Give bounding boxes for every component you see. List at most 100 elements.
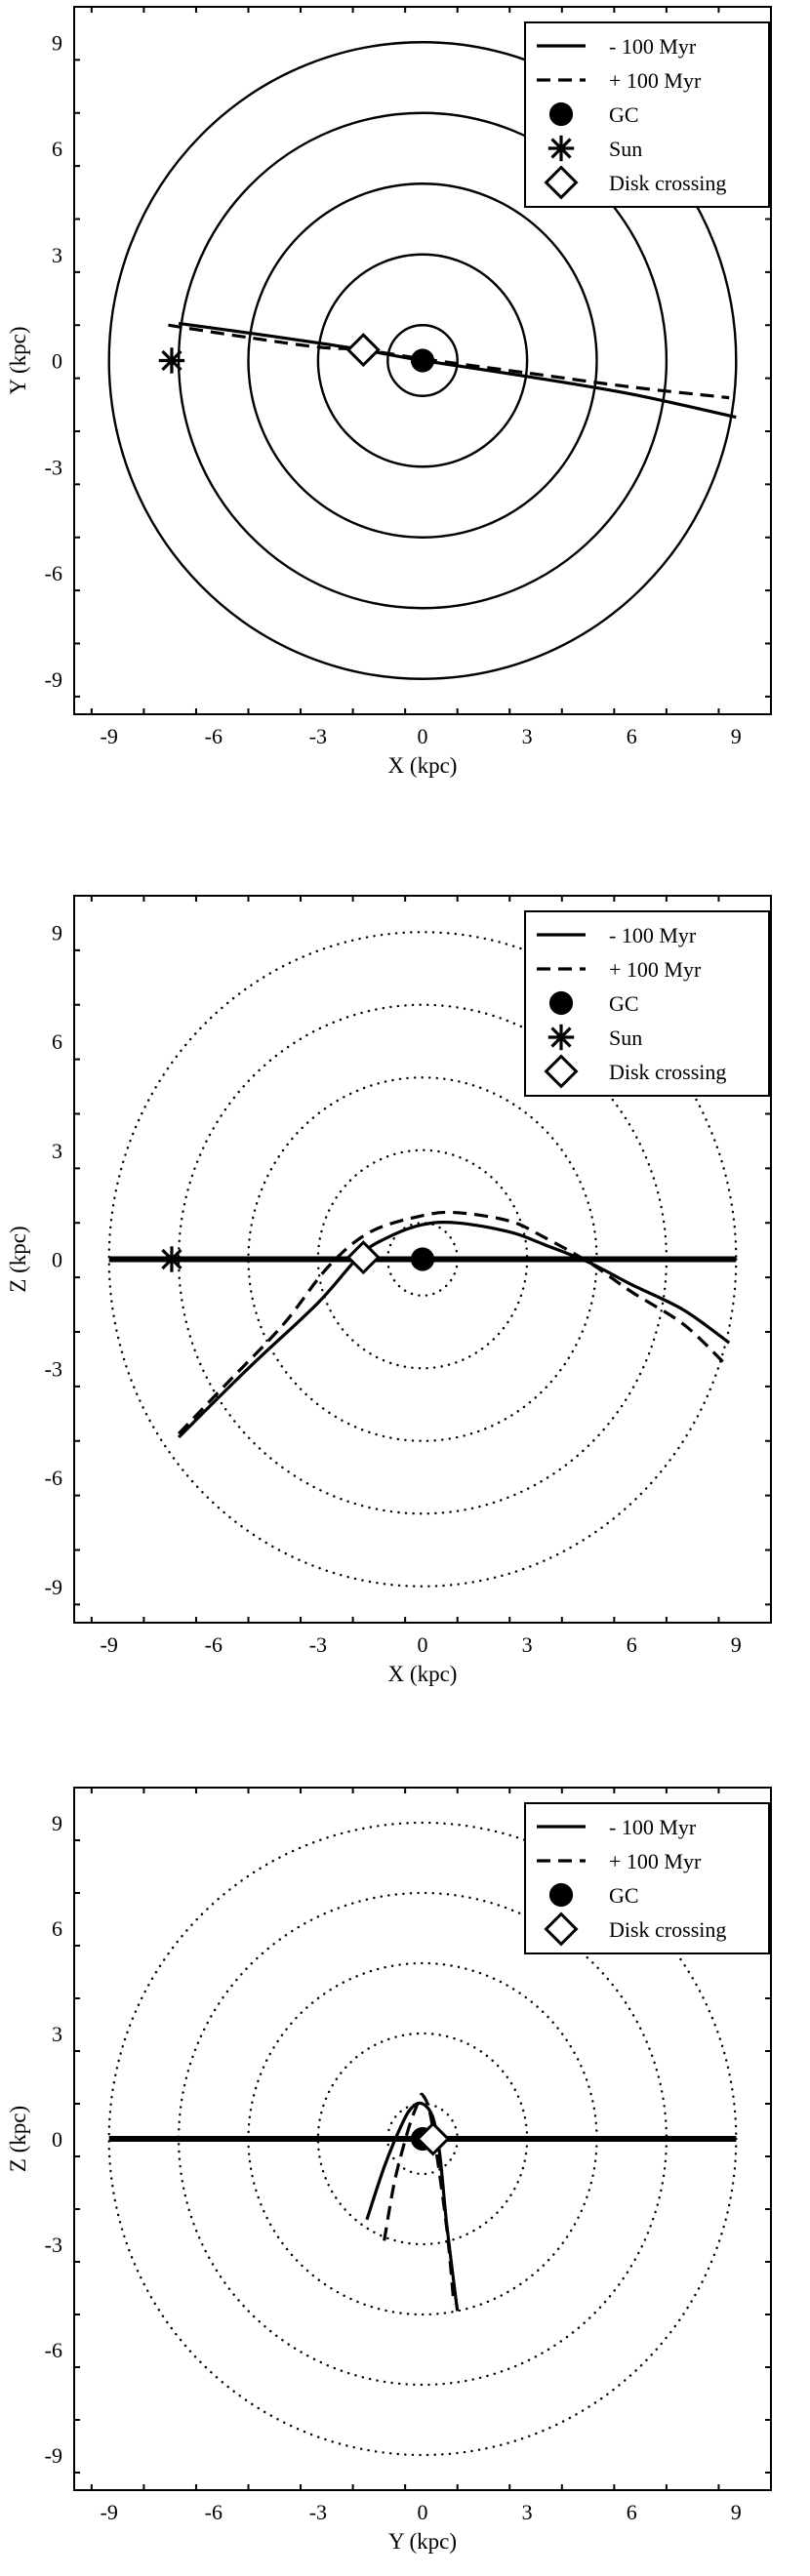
series-plus-100-myr [177, 1210, 727, 1435]
sun-asterisk-stroke [550, 1026, 572, 1048]
gc-marker [410, 348, 435, 373]
x-tick-label: -9 [101, 724, 118, 748]
y-tick-label: -3 [45, 2233, 62, 2257]
legend-label: - 100 Myr [609, 923, 697, 947]
legend-symbol-circle [548, 1882, 574, 1908]
legend-label: Sun [609, 137, 642, 161]
sun-marker [158, 1246, 185, 1272]
y-tick-label: -9 [45, 1575, 62, 1599]
legend-label: + 100 Myr [609, 957, 702, 982]
legend-label: Disk crossing [609, 1060, 726, 1084]
series-minus-100-myr [177, 1221, 731, 1439]
legend-label: Disk crossing [609, 171, 726, 195]
x-tick-label: 0 [418, 2500, 428, 2524]
x-tick-label: -6 [205, 724, 223, 748]
plot-area [107, 41, 738, 680]
x-tick-label: 6 [627, 1632, 637, 1657]
sun-asterisk-stroke [161, 349, 182, 372]
y-tick-label: -3 [45, 1356, 62, 1381]
disk-crossing-marker [345, 1240, 381, 1275]
y-axis-title: Y (kpc) [6, 326, 30, 394]
x-axis-title: Y (kpc) [388, 2529, 457, 2554]
plot-frame [73, 6, 772, 715]
legend-label: - 100 Myr [609, 34, 697, 59]
legend-symbol-circle [548, 990, 574, 1016]
legend-symbol-asterisk [547, 135, 575, 162]
plot-frame [73, 1787, 772, 2491]
y-tick-label: -3 [45, 455, 62, 479]
x-tick-label: 3 [522, 724, 533, 748]
x-tick-label: 3 [522, 1632, 533, 1657]
legend-label: + 100 Myr [609, 68, 702, 93]
x-tick-label: -3 [309, 1632, 327, 1657]
x-tick-label: 0 [418, 724, 428, 748]
legend-symbol-diamond [544, 1912, 579, 1947]
disk-crossing-marker [416, 2121, 451, 2156]
legend-symbol-diamond [544, 1054, 579, 1089]
legend-label: GC [609, 991, 639, 1016]
x-tick-label: -3 [309, 724, 327, 748]
series-minus-100-myr [178, 321, 737, 420]
y-tick-label: 0 [52, 349, 62, 374]
orbit-circle [247, 182, 598, 539]
y-axis-title: Z (kpc) [6, 2106, 30, 2172]
y-tick-label: 0 [52, 2127, 62, 2152]
plot-area [107, 1821, 738, 2457]
gc-marker [410, 1247, 435, 1271]
x-tick-label: 6 [627, 724, 637, 748]
x-tick-label: -6 [205, 2500, 223, 2524]
series-plus-100-myr [383, 2092, 456, 2305]
x-axis-title: X (kpc) [388, 1662, 458, 1686]
y-tick-label: 6 [52, 1029, 62, 1054]
legend: - 100 Myr + 100 Myr GC Sun Disk crossing [524, 910, 770, 1097]
y-tick-label: 9 [52, 920, 62, 945]
x-tick-label: 3 [522, 2500, 533, 2524]
chart-panel-2: -9 -6 -3 0 3 6 9 -9 -6 -3 0 3 6 9 X (kpc) Z (kpc) - 100 … [6, 895, 772, 1686]
x-tick-label: 0 [418, 1632, 428, 1657]
x-tick-label: -9 [101, 1632, 118, 1657]
sun-marker [158, 347, 185, 374]
orbit-circle [316, 253, 529, 468]
legend: - 100 Myr + 100 Myr GC Disk crossing [524, 1802, 770, 1954]
legend-symbol-asterisk [547, 1024, 575, 1051]
y-tick-label: 3 [52, 1139, 62, 1163]
x-axis-title: X (kpc) [388, 753, 458, 778]
x-tick-label: -6 [205, 1632, 223, 1657]
plot-area [107, 931, 738, 1588]
orbit-circle [386, 324, 459, 397]
y-axis-title: Z (kpc) [6, 1226, 30, 1292]
y-tick-label: 0 [52, 1248, 62, 1272]
y-tick-label: 9 [52, 1811, 62, 1835]
chart-panel-1: -9 -6 -3 0 3 6 9 -9 -6 -3 0 3 6 9 X (kpc) Y (kpc) - 100 … [6, 6, 772, 778]
y-tick-label: 3 [52, 243, 62, 267]
sun-asterisk-stroke [161, 1248, 182, 1270]
legend-symbol-circle [548, 101, 574, 127]
x-tick-label: -9 [101, 2500, 118, 2524]
legend-label: GC [609, 102, 639, 127]
x-tick-label: 9 [731, 724, 742, 748]
x-tick-label: 6 [627, 2500, 637, 2524]
legend: - 100 Myr + 100 Myr GC Sun Disk crossing [524, 21, 770, 208]
y-tick-label: -6 [45, 2338, 62, 2362]
legend-label: Sun [609, 1026, 642, 1050]
y-tick-label: 3 [52, 2022, 62, 2046]
legend-label: Disk crossing [609, 1917, 726, 1942]
legend-label: GC [609, 1883, 639, 1908]
y-tick-label: -6 [45, 1466, 62, 1490]
sun-asterisk-stroke [550, 138, 572, 159]
x-tick-label: 9 [731, 1632, 742, 1657]
y-tick-label: -9 [45, 667, 62, 692]
legend-symbol-diamond [544, 165, 579, 200]
y-tick-label: 6 [52, 1916, 62, 1941]
disk-crossing-marker [345, 333, 381, 368]
y-tick-label: -9 [45, 2443, 62, 2468]
orbit-circle [107, 41, 738, 680]
x-tick-label: 9 [731, 2500, 742, 2524]
legend-label: + 100 Myr [609, 1849, 702, 1873]
chart-panel-3: -9 -6 -3 0 3 6 9 -9 -6 -3 0 3 6 9 Y (kpc) Z (kpc) - 100 … [6, 1787, 772, 2554]
legend-label: - 100 Myr [609, 1815, 697, 1839]
plot-frame [73, 895, 772, 1624]
y-tick-label: -6 [45, 561, 62, 585]
x-tick-label: -3 [309, 2500, 327, 2524]
